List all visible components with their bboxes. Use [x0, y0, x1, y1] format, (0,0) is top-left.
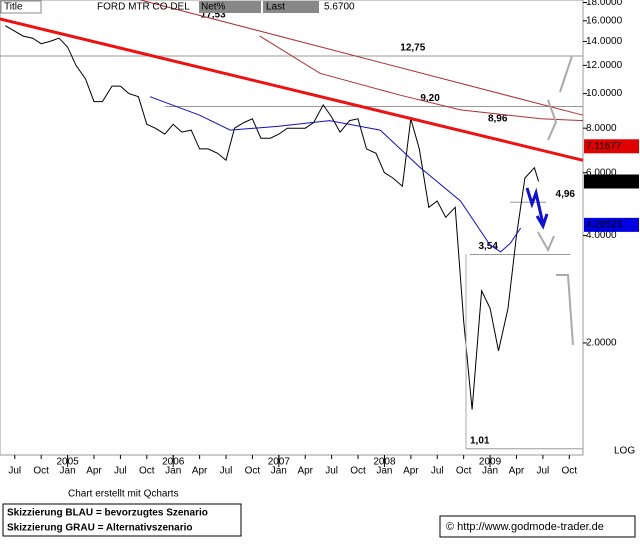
- series-line: [140, 0, 584, 116]
- y-tick-label: 6.0000: [586, 167, 617, 178]
- y-tick-label: 4.0000: [586, 230, 617, 241]
- scale-label: LOG: [614, 446, 635, 457]
- level-label: 1,01: [470, 435, 490, 446]
- price-marker: [584, 217, 639, 232]
- level-label: 12,75: [400, 43, 425, 54]
- copyright-box: [439, 515, 636, 538]
- annotation: 8,96: [488, 113, 508, 124]
- x-tick-label: Jul: [325, 466, 338, 477]
- last-label: Last: [266, 2, 285, 13]
- series-line: [149, 96, 522, 253]
- x-tick-label: Jul: [431, 466, 444, 477]
- x-tick-label: Oct: [33, 466, 49, 477]
- level-label: 9,20: [420, 93, 440, 104]
- year-label: 2007: [268, 457, 291, 468]
- x-tick-label: Apr: [509, 466, 525, 477]
- x-tick-label: Jan: [165, 466, 181, 477]
- x-tick-label: Apr: [297, 466, 313, 477]
- symbol: FORD MTR CO DEL: [97, 2, 190, 13]
- gray-arrow: [537, 231, 555, 253]
- price-marker-label: 4.28525: [586, 220, 623, 231]
- price-marker-label: 7.11677: [586, 141, 622, 152]
- x-tick-label: Oct: [456, 466, 472, 477]
- x-tick-label: Jul: [8, 466, 21, 477]
- series-line: [259, 35, 584, 122]
- credit: Chart erstellt mit Qcharts: [68, 489, 179, 500]
- year-label: 2006: [162, 457, 185, 468]
- gray-scenario: [556, 274, 574, 346]
- x-tick-label: Apr: [86, 466, 102, 477]
- x-tick-label: Apr: [192, 466, 208, 477]
- legend-gray: Skizzierung GRAU = Alternativszenario: [7, 523, 193, 534]
- blue-arrow: [535, 213, 549, 230]
- y-tick-label: 12.0000: [586, 60, 623, 71]
- copyright: © http://www.godmode-trader.de: [446, 521, 604, 533]
- x-tick-label: Jan: [376, 466, 392, 477]
- series-line: [5, 25, 540, 410]
- legend-box: [2, 503, 242, 537]
- price-marker-label: 5.6700: [586, 176, 617, 187]
- last-value: 5.6700: [324, 2, 355, 13]
- x-tick-label: Jan: [60, 466, 76, 477]
- y-tick-label: 10.0000: [586, 88, 623, 99]
- legend-blue: Skizzierung BLAU = bevorzugtes Szenario: [7, 508, 208, 519]
- price-marker: [584, 174, 639, 189]
- y-tick-label: 16.0000: [586, 15, 623, 26]
- series-line: [0, 17, 584, 162]
- blue-scenario: [525, 187, 545, 225]
- year-label: 2008: [373, 457, 396, 468]
- annotation: 17,53: [201, 9, 226, 20]
- level-label: 4,96: [556, 189, 576, 200]
- gray-scenario: [559, 55, 573, 93]
- price-marker: [584, 139, 639, 154]
- year-label: 2009: [479, 457, 502, 468]
- y-tick-label: 8.0000: [586, 123, 617, 134]
- x-tick-label: Oct: [561, 466, 577, 477]
- y-tick-label: 18.0000: [586, 0, 623, 8]
- y-tick-label: 14.0000: [586, 36, 623, 47]
- year-label: 2005: [56, 457, 79, 468]
- last-box: [263, 1, 319, 13]
- x-tick-label: Oct: [139, 466, 155, 477]
- plot-area: [0, 0, 584, 456]
- x-tick-label: Jan: [482, 466, 498, 477]
- title-box: [0, 0, 42, 14]
- x-tick-label: Oct: [245, 466, 261, 477]
- x-tick-label: Jul: [536, 466, 549, 477]
- x-tick-label: Jul: [114, 466, 127, 477]
- x-tick-label: Jan: [271, 466, 287, 477]
- net-label: Net%: [201, 2, 226, 13]
- title-box-text: Title: [4, 2, 23, 13]
- y-tick-label: 2.0000: [586, 338, 617, 349]
- x-tick-label: Apr: [403, 466, 419, 477]
- x-tick-label: Jul: [220, 466, 233, 477]
- plot: 12,75 9,20 4,96 3,54 1,01 17,53 8,96: [0, 0, 584, 450]
- gray-scenario: [547, 99, 558, 141]
- x-tick-label: Oct: [350, 466, 366, 477]
- level-label: 3,54: [478, 241, 498, 252]
- net-box: [199, 1, 261, 13]
